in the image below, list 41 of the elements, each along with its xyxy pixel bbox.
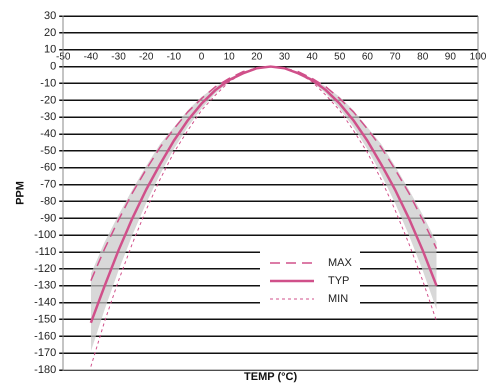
- x-tick-label: -30: [111, 51, 126, 62]
- x-tick-label: 50: [334, 51, 346, 62]
- y-tick-label: -100: [34, 229, 56, 242]
- x-tick-label: 20: [251, 51, 263, 62]
- x-tick-label: 100: [470, 51, 487, 62]
- y-tick-label: -150: [34, 313, 56, 326]
- x-tick-label: -20: [138, 51, 154, 62]
- legend-label: MAX: [328, 257, 352, 269]
- x-tick-label: 0: [198, 51, 205, 62]
- y-axis-title: PPM: [14, 181, 27, 205]
- y-tick-label: -90: [40, 212, 56, 224]
- x-tick-label: 30: [278, 51, 290, 62]
- x-tick-label: 90: [444, 51, 456, 62]
- y-tick-label: -40: [40, 128, 56, 140]
- y-tick-label: -110: [35, 246, 56, 258]
- y-tick-label: -60: [40, 162, 56, 174]
- y-tick-label: -70: [40, 178, 56, 191]
- y-tick-label: -130: [34, 280, 56, 292]
- y-tick-label: 30: [44, 10, 56, 22]
- y-tick-label: 20: [44, 26, 56, 39]
- y-tick-label: -120: [34, 262, 56, 275]
- y-tick-label: 0: [50, 60, 56, 73]
- y-tick-label: -160: [34, 330, 56, 342]
- x-tick-label: 40: [306, 51, 318, 62]
- x-tick-label: 60: [362, 51, 374, 62]
- y-tick-label: -140: [34, 296, 56, 309]
- y-tick-label: -170: [34, 347, 56, 360]
- x-axis-title: TEMP (°C): [244, 371, 298, 383]
- x-tick-label: 70: [389, 51, 402, 62]
- y-tick-label: -50: [40, 144, 56, 157]
- y-tick-label: -30: [40, 111, 56, 124]
- x-tick-label: -40: [84, 51, 99, 62]
- y-tick-label: -10: [40, 77, 56, 90]
- x-tick-label: -10: [166, 51, 182, 62]
- legend-label: TYP: [328, 275, 350, 287]
- y-tick-label: -180: [34, 364, 56, 376]
- x-tick-label: 10: [224, 51, 236, 62]
- y-tick-label: -20: [40, 94, 56, 106]
- legend-label: MIN: [328, 293, 348, 305]
- x-tick-label: 80: [417, 51, 429, 62]
- y-tick-label: -80: [40, 195, 56, 208]
